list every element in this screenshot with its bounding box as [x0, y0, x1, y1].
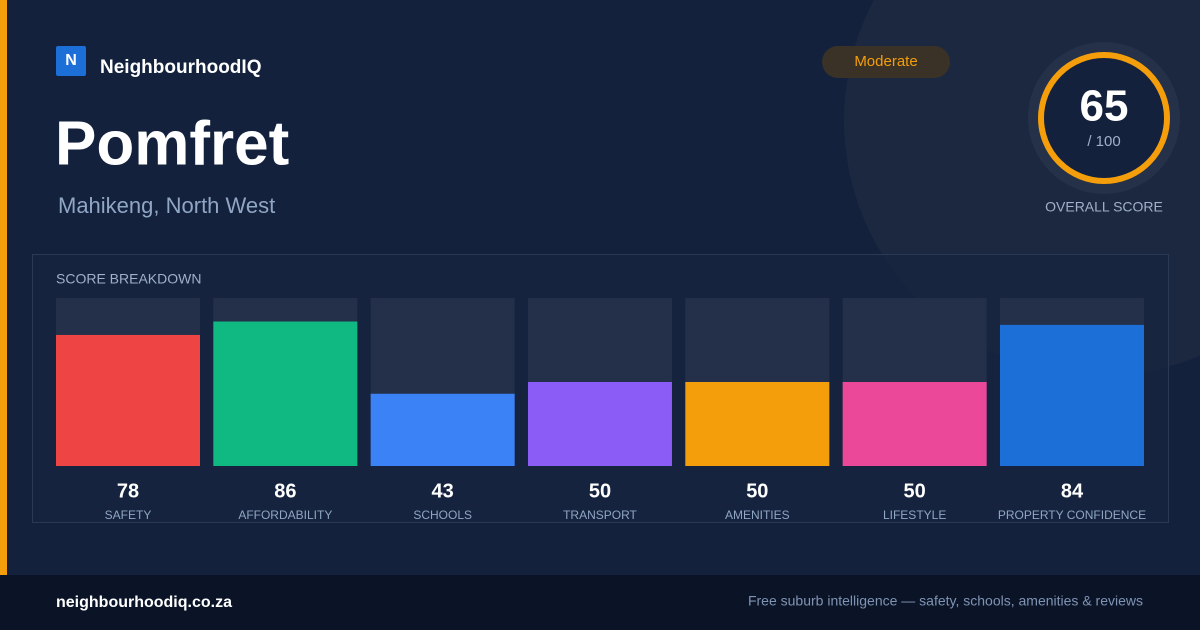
footer-site: neighbourhoodiq.co.za [56, 594, 232, 611]
bar [527, 382, 672, 466]
bar [685, 382, 830, 466]
category-label: LIFESTYLE [883, 508, 946, 522]
value-label: 50 [904, 480, 926, 502]
badge [822, 46, 950, 78]
logo-letter: N [65, 52, 77, 69]
value-label: 50 [746, 480, 768, 502]
category-label: SAFETY [105, 508, 152, 522]
category-label: AFFORDABILITY [238, 508, 332, 522]
breakdown-title: SCORE BREAKDOWN [56, 271, 201, 287]
value-label: 78 [117, 480, 139, 502]
value-label: 50 [589, 480, 611, 502]
value-label: 84 [1061, 480, 1084, 502]
bar [213, 321, 358, 466]
category-label: TRANSPORT [563, 508, 637, 522]
score-label: OVERALL SCORE [1045, 199, 1163, 215]
title: Pomfret [55, 109, 289, 178]
badge-text: Moderate [854, 53, 917, 70]
value-label: 43 [432, 480, 454, 502]
subtitle: Mahikeng, North West [58, 193, 275, 218]
footer [0, 575, 1200, 630]
score-value: 65 [1080, 82, 1129, 131]
bar [370, 393, 515, 466]
bar [842, 382, 987, 466]
value-label: 86 [274, 480, 296, 502]
brand: NeighbourhoodIQ [100, 57, 261, 78]
category-label: SCHOOLS [413, 508, 472, 522]
accent-stripe [0, 0, 7, 575]
score-out-of: / 100 [1087, 133, 1120, 150]
logo [56, 46, 86, 76]
category-label: PROPERTY CONFIDENCE [998, 508, 1146, 522]
category-label: AMENITIES [725, 508, 790, 522]
footer-tagline: Free suburb intelligence — safety, schoo… [748, 593, 1143, 609]
score-ring [1038, 52, 1170, 184]
bar [56, 334, 200, 466]
bar [999, 324, 1144, 466]
